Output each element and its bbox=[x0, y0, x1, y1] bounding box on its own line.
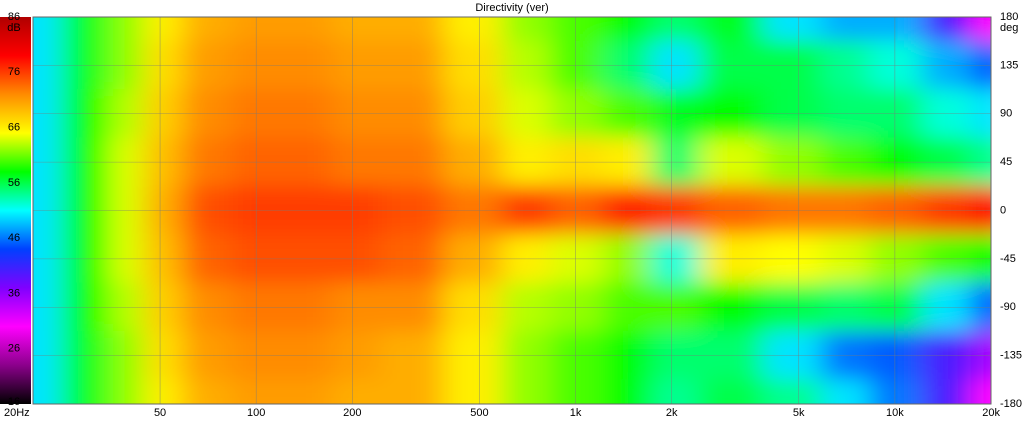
y-tick-label: 0 bbox=[1000, 204, 1006, 216]
color-bar bbox=[0, 17, 31, 404]
heat-cell bbox=[33, 379, 62, 404]
x-tick-label: 5k bbox=[793, 407, 805, 419]
x-tick-label: 1k bbox=[570, 407, 582, 419]
z-tick-label: 66 bbox=[8, 121, 20, 133]
heat-cell bbox=[33, 17, 62, 42]
heat-cell bbox=[230, 17, 285, 42]
y-label: deg bbox=[1000, 22, 1018, 34]
y-tick-label: 90 bbox=[1000, 108, 1012, 120]
y-tick-label: -90 bbox=[1000, 301, 1016, 313]
heat-cell bbox=[762, 17, 823, 42]
y-tick-label: 135 bbox=[1000, 59, 1018, 71]
heat-cell bbox=[331, 379, 381, 404]
plot-border bbox=[32, 16, 992, 405]
x-tick-label: 20Hz bbox=[4, 407, 30, 419]
heat-cell bbox=[699, 17, 764, 42]
x-tick-label: 2k bbox=[666, 407, 678, 419]
heat-cell bbox=[443, 17, 504, 42]
heat-cell bbox=[970, 379, 991, 404]
heat-cell bbox=[182, 379, 232, 404]
heat-cell bbox=[869, 379, 924, 404]
z-tick-label: 76 bbox=[8, 66, 20, 78]
heat-cell bbox=[182, 17, 232, 42]
heat-cell bbox=[60, 17, 110, 42]
z-tick-label: 56 bbox=[8, 177, 20, 189]
heat-cell bbox=[550, 17, 605, 42]
z-tick-label: 26 bbox=[8, 343, 20, 355]
heat-cell bbox=[869, 17, 924, 42]
z-tick-label: 16 bbox=[8, 396, 20, 408]
heat-cell bbox=[108, 17, 146, 42]
x-tick-label: 200 bbox=[343, 407, 361, 419]
z-tick-label: 36 bbox=[8, 287, 20, 299]
heat-cell bbox=[970, 17, 991, 42]
x-tick-label: 10k bbox=[886, 407, 904, 419]
y-tick-label: -135 bbox=[1000, 350, 1022, 362]
x-tick-label: 100 bbox=[247, 407, 265, 419]
heat-cell bbox=[60, 379, 110, 404]
heat-cell bbox=[230, 379, 285, 404]
z-tick-label: 86 bbox=[8, 11, 20, 23]
y-tick-label: 180 bbox=[1000, 11, 1018, 23]
heat-cell bbox=[379, 379, 445, 404]
heat-cell bbox=[922, 379, 972, 404]
x-tick-label: 20k bbox=[982, 407, 1000, 419]
heat-cell bbox=[699, 379, 764, 404]
z-label: dB bbox=[7, 22, 20, 34]
heat-cell bbox=[144, 17, 184, 42]
heat-cell bbox=[762, 379, 823, 404]
heat-cell bbox=[922, 17, 972, 42]
z-tick-label: 46 bbox=[8, 232, 20, 244]
chart-title: Directivity (ver) bbox=[475, 2, 548, 14]
x-tick-label: 500 bbox=[470, 407, 488, 419]
heatmap-cells bbox=[33, 17, 991, 404]
heat-cell bbox=[379, 17, 445, 42]
heat-cell bbox=[550, 379, 605, 404]
y-tick-label: 45 bbox=[1000, 156, 1012, 168]
heat-cell bbox=[283, 17, 333, 42]
heat-cell bbox=[108, 379, 146, 404]
heat-cell bbox=[331, 17, 381, 42]
heat-cell bbox=[502, 17, 552, 42]
heat-cell bbox=[821, 379, 871, 404]
heat-cell bbox=[651, 379, 701, 404]
x-tick-label: 50 bbox=[154, 407, 166, 419]
heat-cell bbox=[821, 17, 871, 42]
heat-cell bbox=[603, 17, 653, 42]
heat-cell bbox=[443, 379, 504, 404]
heatmap bbox=[33, 17, 991, 404]
heat-cell bbox=[651, 17, 701, 42]
heat-cell bbox=[502, 379, 552, 404]
heat-cell bbox=[283, 379, 333, 404]
heat-cell bbox=[603, 379, 653, 404]
y-tick-label: -180 bbox=[1000, 398, 1022, 410]
y-tick-label: -45 bbox=[1000, 253, 1016, 265]
heat-cell bbox=[144, 379, 184, 404]
